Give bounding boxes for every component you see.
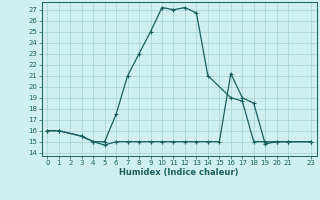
X-axis label: Humidex (Indice chaleur): Humidex (Indice chaleur)	[119, 168, 239, 177]
